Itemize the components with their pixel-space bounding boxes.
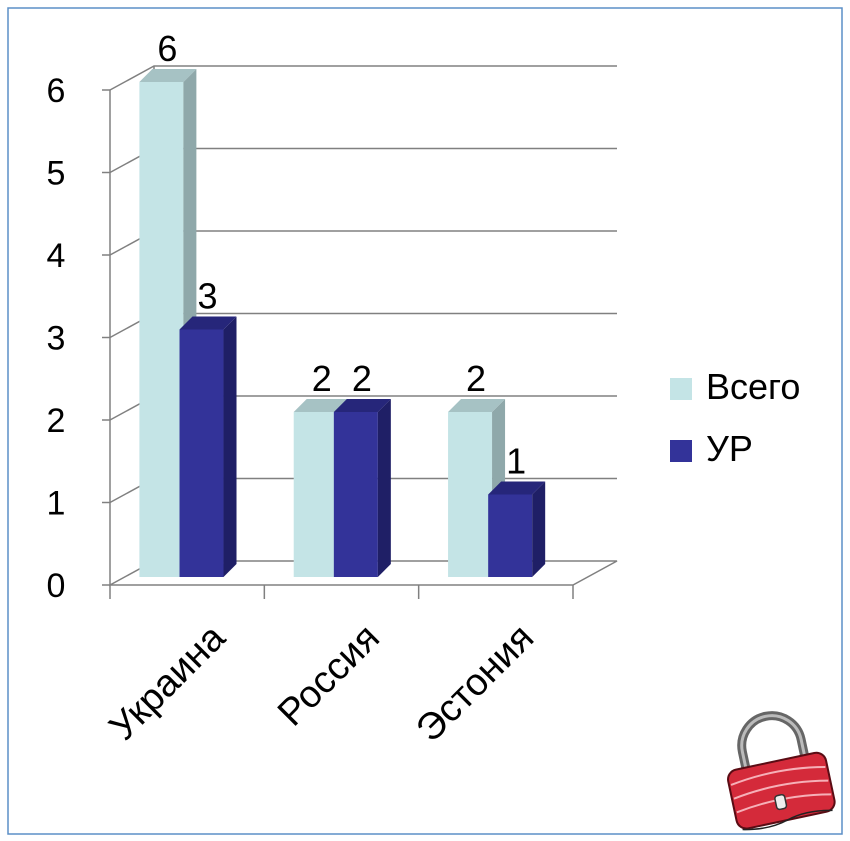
bar-front [333, 412, 378, 577]
y-tick-label: 1 [47, 485, 66, 523]
bar-front [488, 494, 533, 577]
bar-top [448, 399, 506, 412]
bar-side [223, 316, 237, 577]
y-tick-label: 0 [47, 567, 66, 605]
y-tick-label: 3 [47, 320, 66, 358]
gridline [109, 65, 617, 91]
bar [333, 399, 391, 577]
bar [179, 316, 237, 577]
bar-top [488, 481, 546, 495]
data-label: 2 [466, 358, 486, 399]
y-tick-label: 4 [47, 237, 66, 275]
bars [139, 69, 546, 577]
legend-label: Всего [706, 366, 800, 407]
y-tick-label: 5 [47, 155, 66, 193]
y-tick-label: 2 [47, 402, 66, 440]
bar-front [448, 412, 493, 577]
bar-top [333, 399, 391, 412]
bar-top [293, 399, 351, 412]
y-axis: 0 1 2 3 4 5 6 [47, 72, 110, 605]
legend-swatch [670, 440, 692, 462]
bar-top [139, 69, 197, 82]
legend: Всего УР [670, 366, 800, 469]
padlock-icon [727, 711, 836, 831]
legend-swatch [670, 378, 692, 400]
data-label: 2 [352, 358, 372, 399]
data-label: 3 [197, 276, 217, 317]
bar-front [293, 412, 338, 577]
bar-front [179, 329, 224, 577]
legend-label: УР [706, 428, 753, 469]
bar-top [179, 316, 237, 330]
y-tick-label: 6 [47, 72, 66, 110]
bar-front [139, 82, 184, 577]
data-label: 2 [312, 358, 332, 399]
bar [488, 481, 546, 577]
data-label: 6 [157, 28, 177, 69]
data-label: 1 [506, 441, 526, 482]
bar-side [377, 399, 391, 577]
bar-side [532, 481, 546, 577]
data-labels: 632 2 21 [157, 28, 526, 482]
